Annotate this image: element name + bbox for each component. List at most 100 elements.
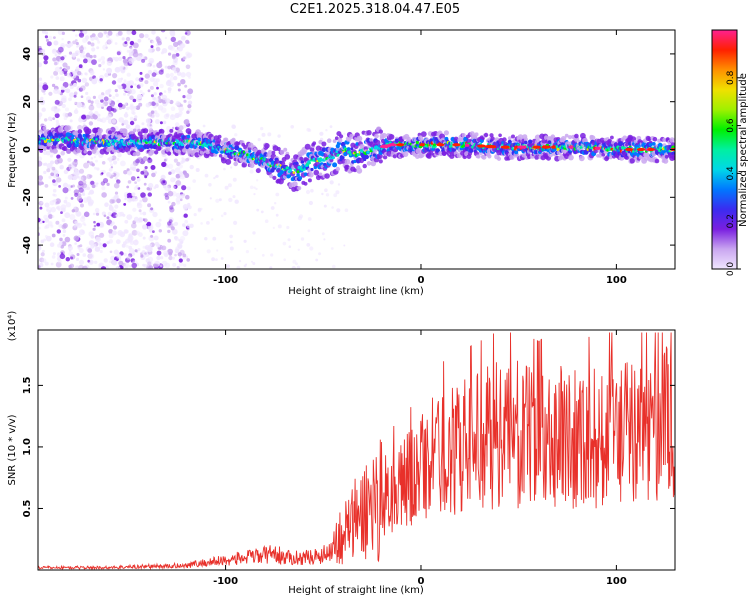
heatmap-cell bbox=[177, 252, 182, 257]
heatmap-cell bbox=[62, 234, 66, 237]
heatmap-cell bbox=[61, 218, 66, 223]
heatmap-cell bbox=[114, 56, 119, 62]
heatmap-cell bbox=[170, 36, 176, 43]
heatmap-cell bbox=[66, 72, 72, 78]
heatmap-cell bbox=[89, 55, 93, 59]
heatmap-cell bbox=[59, 253, 66, 260]
heatmap-cell bbox=[174, 236, 179, 241]
heatmap-cell bbox=[346, 147, 351, 151]
heatmap-cell bbox=[132, 166, 137, 172]
heatmap-cell bbox=[63, 199, 68, 204]
heatmap-cell bbox=[452, 148, 456, 152]
heatmap-cell bbox=[343, 132, 346, 136]
heatmap-cell bbox=[167, 151, 172, 156]
heatmap-cell bbox=[81, 230, 85, 233]
heatmap-cell bbox=[163, 90, 167, 93]
heatmap-cell bbox=[74, 50, 80, 56]
heatmap-cell bbox=[182, 230, 189, 237]
heatmap-cell bbox=[164, 262, 171, 268]
heatmap-cell bbox=[177, 46, 183, 52]
heatmap-cell bbox=[189, 164, 194, 170]
heatmap-cell bbox=[282, 241, 287, 246]
heatmap-cell bbox=[130, 258, 136, 263]
heatmap-cell bbox=[140, 77, 144, 81]
heatmap-cell bbox=[38, 217, 41, 223]
heatmap-cell bbox=[139, 90, 143, 94]
heatmap-cell bbox=[151, 72, 157, 77]
heatmap-cell bbox=[145, 118, 151, 124]
heatmap-cell bbox=[66, 65, 71, 70]
heatmap-cell bbox=[274, 202, 277, 205]
heatmap-cell bbox=[70, 256, 74, 260]
heatmap-cell bbox=[175, 139, 178, 142]
heatmap-cell bbox=[186, 258, 190, 262]
heatmap-cell bbox=[672, 155, 675, 160]
y-tick-label: 40 bbox=[22, 47, 33, 61]
heatmap-cell bbox=[173, 177, 177, 181]
heatmap-cell bbox=[87, 99, 92, 104]
heatmap-cell bbox=[275, 192, 280, 197]
heatmap-cell bbox=[108, 94, 112, 97]
heatmap-cell bbox=[60, 43, 66, 48]
heatmap-cell bbox=[329, 125, 333, 129]
heatmap-cell bbox=[378, 129, 383, 134]
heatmap-cell bbox=[76, 196, 83, 202]
heatmap-cell bbox=[67, 174, 73, 180]
heatmap-cell bbox=[337, 183, 341, 186]
heatmap-cell bbox=[75, 34, 78, 37]
heatmap-cell bbox=[89, 70, 95, 76]
heatmap-cell bbox=[483, 132, 489, 138]
heatmap-cell bbox=[123, 170, 128, 175]
heatmap-cell bbox=[283, 258, 287, 262]
heatmap-cell bbox=[57, 90, 62, 95]
heatmap-cell bbox=[113, 195, 119, 201]
x-tick-label: 100 bbox=[606, 275, 627, 286]
heatmap-cell bbox=[133, 117, 137, 122]
heatmap-cell bbox=[252, 231, 256, 235]
heatmap-cell bbox=[93, 155, 97, 159]
snr-series-line bbox=[38, 332, 675, 570]
heatmap-cell bbox=[76, 253, 80, 256]
heatmap-cell bbox=[91, 47, 96, 52]
heatmap-cell bbox=[91, 59, 97, 65]
heatmap-cell bbox=[94, 77, 99, 81]
heatmap-cell bbox=[49, 242, 55, 247]
heatmap-cell bbox=[120, 65, 124, 69]
heatmap-cell bbox=[172, 53, 176, 58]
heatmap-cell bbox=[122, 128, 128, 133]
heatmap-cell bbox=[82, 192, 86, 196]
heatmap-cell bbox=[275, 213, 279, 217]
heatmap-cell bbox=[436, 143, 445, 147]
heatmap-cell bbox=[96, 167, 100, 171]
heatmap-cell bbox=[208, 183, 212, 187]
heatmap-cell bbox=[97, 40, 101, 44]
heatmap-cell bbox=[129, 40, 135, 46]
heatmap-cell bbox=[176, 265, 180, 269]
heatmap-cell bbox=[138, 232, 143, 238]
heatmap-cell bbox=[51, 233, 56, 238]
heatmap-cell bbox=[67, 157, 72, 162]
heatmap-cell bbox=[93, 220, 96, 224]
heatmap-cell bbox=[144, 166, 148, 170]
heatmap-cell bbox=[177, 82, 181, 87]
heatmap-cell bbox=[108, 110, 112, 114]
heatmap-cell bbox=[96, 102, 102, 109]
heatmap-cell bbox=[150, 165, 156, 170]
heatmap-cell bbox=[229, 234, 233, 239]
heatmap-cell bbox=[134, 115, 138, 119]
heatmap-cell bbox=[78, 187, 84, 193]
heatmap-cell bbox=[87, 259, 90, 263]
heatmap-cell bbox=[452, 143, 461, 147]
heatmap-cell bbox=[63, 116, 68, 121]
heatmap-cell bbox=[78, 248, 84, 253]
heatmap-cell bbox=[150, 234, 154, 238]
heatmap-cell bbox=[280, 161, 286, 166]
colorbar-tick-label: 0.6 bbox=[726, 118, 736, 133]
heatmap-cell bbox=[38, 182, 42, 186]
heatmap-cell bbox=[41, 107, 46, 112]
snr-panel: -100 0 100 0.51.01.5 Height of straight li… bbox=[7, 311, 676, 596]
heatmap-cell bbox=[79, 168, 85, 174]
heatmap-cell bbox=[157, 95, 161, 99]
heatmap-cell bbox=[161, 245, 167, 251]
heatmap-cell bbox=[53, 108, 59, 114]
